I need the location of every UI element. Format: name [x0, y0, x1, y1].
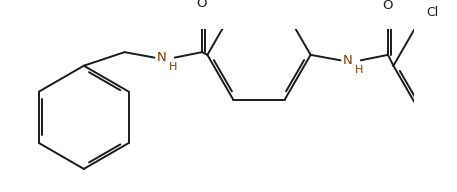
Text: N: N	[342, 54, 352, 67]
Text: H: H	[169, 62, 178, 72]
Text: H: H	[355, 65, 364, 75]
Text: O: O	[197, 0, 207, 10]
Text: O: O	[383, 0, 393, 12]
Text: Cl: Cl	[427, 6, 439, 19]
Text: N: N	[156, 51, 166, 64]
